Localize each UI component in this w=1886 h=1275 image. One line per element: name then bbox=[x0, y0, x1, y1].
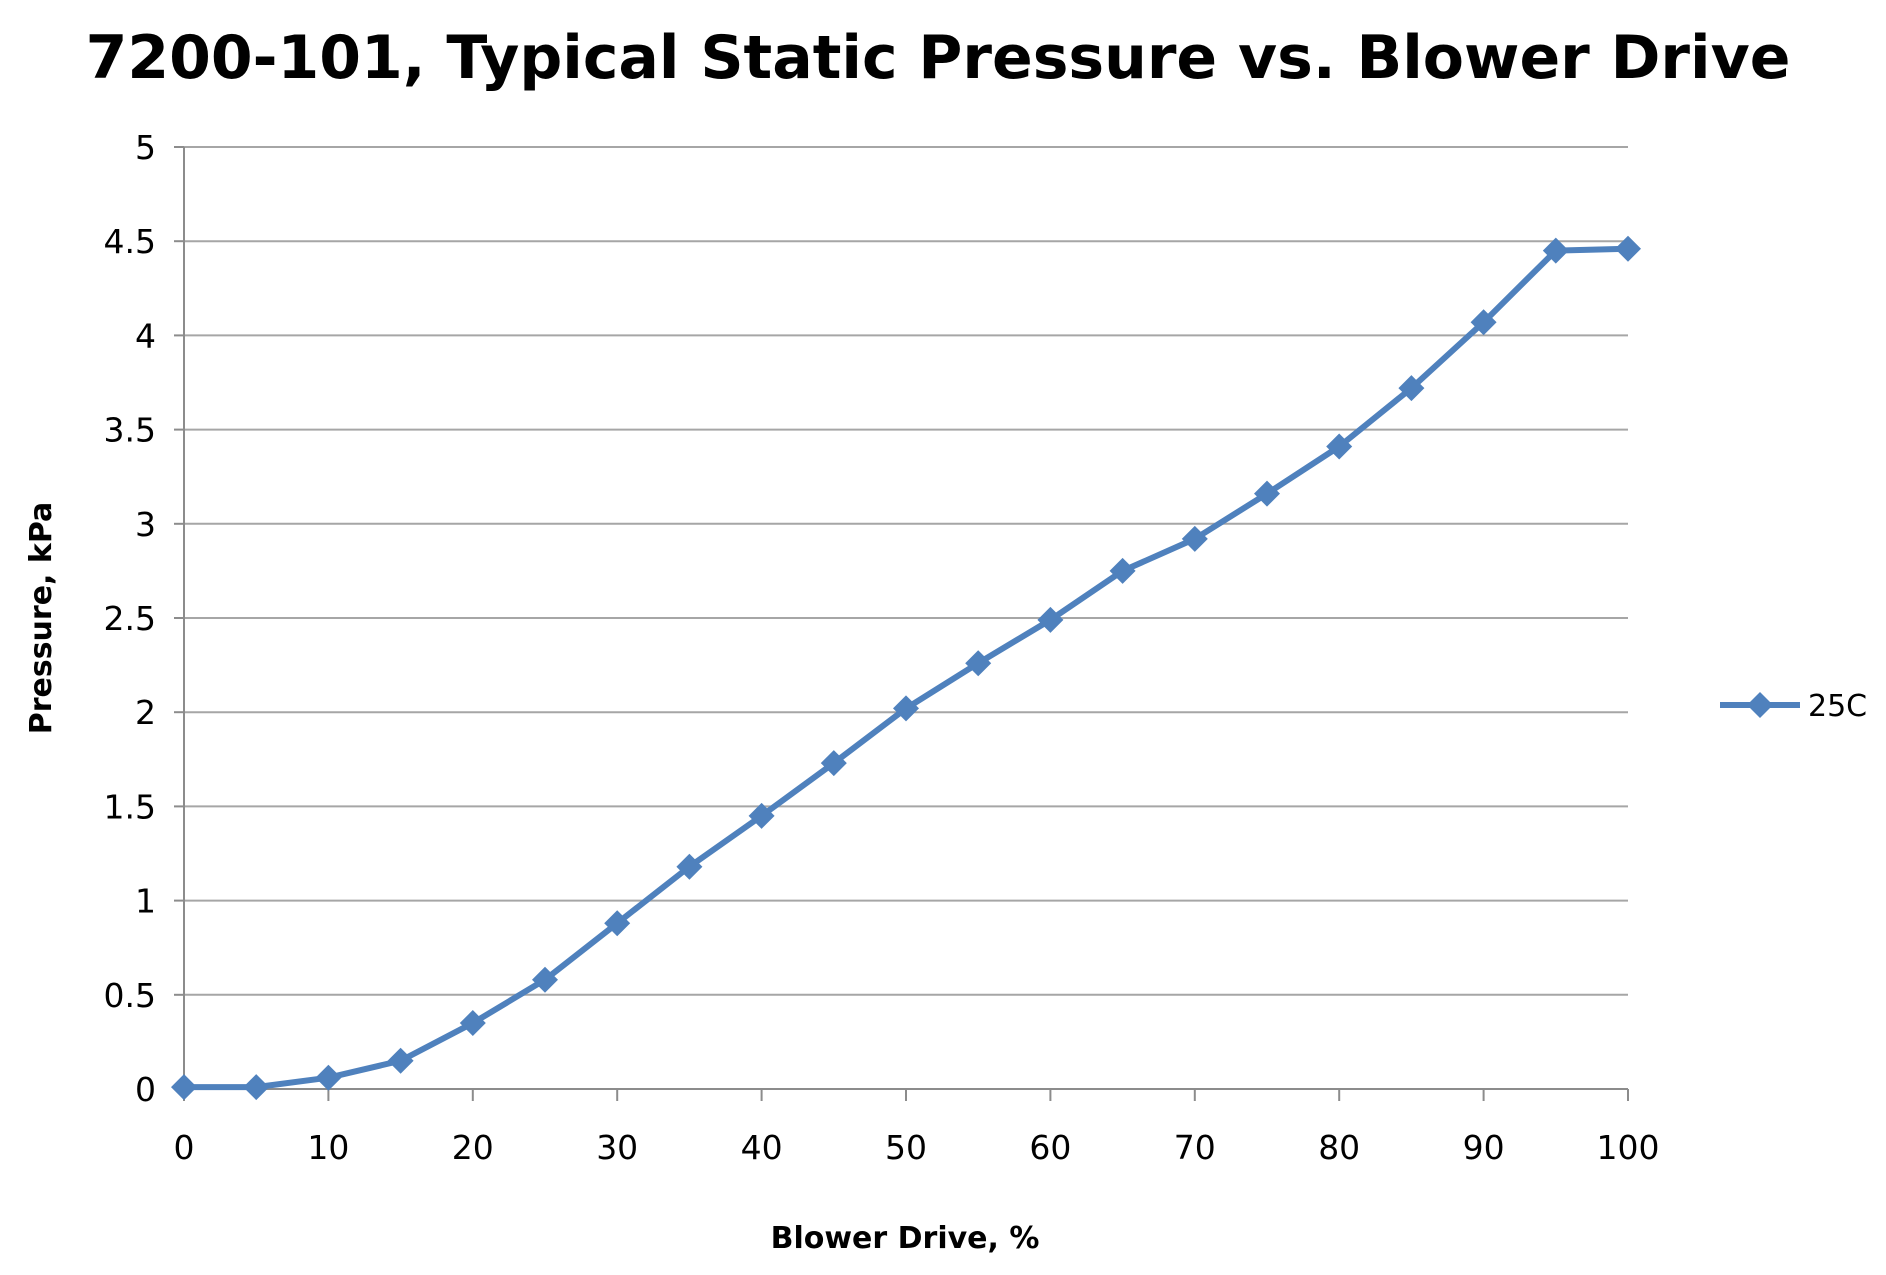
x-tick-label: 0 bbox=[174, 1128, 195, 1167]
x-tick-label: 10 bbox=[307, 1128, 349, 1167]
y-tick-label: 0.5 bbox=[104, 976, 156, 1015]
legend: 25C bbox=[1720, 689, 1867, 724]
y-tick-label: 0 bbox=[135, 1070, 156, 1109]
data-point bbox=[676, 853, 703, 880]
data-point bbox=[459, 1010, 486, 1037]
data-point bbox=[1470, 309, 1497, 336]
y-tick-label: 5 bbox=[135, 128, 156, 167]
x-tick-label: 30 bbox=[596, 1128, 638, 1167]
data-point bbox=[604, 910, 631, 937]
data-point bbox=[1615, 235, 1641, 262]
data-point bbox=[315, 1064, 342, 1091]
data-point bbox=[243, 1074, 270, 1101]
x-tick-label: 70 bbox=[1174, 1128, 1216, 1167]
y-tick-label: 2.5 bbox=[104, 599, 156, 638]
y-tick-label: 4.5 bbox=[104, 222, 156, 261]
tick-labels: 00.511.522.533.544.550 10 20 30 40 50 60 70 80 90… bbox=[104, 128, 1660, 1167]
data-point bbox=[532, 966, 558, 993]
data-point bbox=[1254, 480, 1280, 507]
series-layer bbox=[171, 235, 1641, 1101]
x-axis-title: Blower Drive, % bbox=[771, 1221, 1040, 1256]
x-tick-label: 20 bbox=[452, 1128, 494, 1167]
series-line bbox=[181, 245, 1631, 1091]
data-point bbox=[893, 695, 919, 722]
x-tick-label: 40 bbox=[741, 1128, 783, 1167]
axes bbox=[174, 146, 1629, 1101]
y-tick-label: 1 bbox=[135, 882, 156, 921]
y-tick-label: 4 bbox=[135, 316, 156, 355]
gridlines bbox=[184, 146, 1628, 996]
data-point bbox=[1542, 237, 1569, 264]
chart-title: 7200-101, Typical Static Pressure vs. Bl… bbox=[86, 23, 1791, 93]
y-axis-title: Pressure, kPa bbox=[24, 502, 59, 735]
data-point bbox=[1326, 433, 1353, 460]
data-point bbox=[1037, 606, 1064, 633]
data-point bbox=[820, 750, 847, 777]
x-tick-label: 100 bbox=[1597, 1128, 1660, 1167]
y-tick-label: 1.5 bbox=[104, 787, 156, 826]
y-tick-label: 3 bbox=[135, 505, 156, 544]
x-tick-label: 60 bbox=[1029, 1128, 1071, 1167]
legend-swatch-marker bbox=[1747, 692, 1773, 718]
data-point bbox=[387, 1047, 414, 1074]
x-tick-label: 90 bbox=[1463, 1128, 1505, 1167]
data-point bbox=[1398, 375, 1425, 402]
data-point bbox=[965, 650, 992, 677]
data-point bbox=[748, 802, 775, 829]
y-tick-label: 2 bbox=[135, 693, 156, 732]
data-point bbox=[1109, 557, 1136, 584]
x-tick-label: 80 bbox=[1318, 1128, 1360, 1167]
data-point bbox=[171, 1074, 197, 1101]
x-tick-label: 50 bbox=[885, 1128, 927, 1167]
legend-label: 25C bbox=[1808, 689, 1867, 724]
data-point bbox=[1181, 525, 1208, 552]
y-tick-label: 3.5 bbox=[104, 411, 156, 450]
